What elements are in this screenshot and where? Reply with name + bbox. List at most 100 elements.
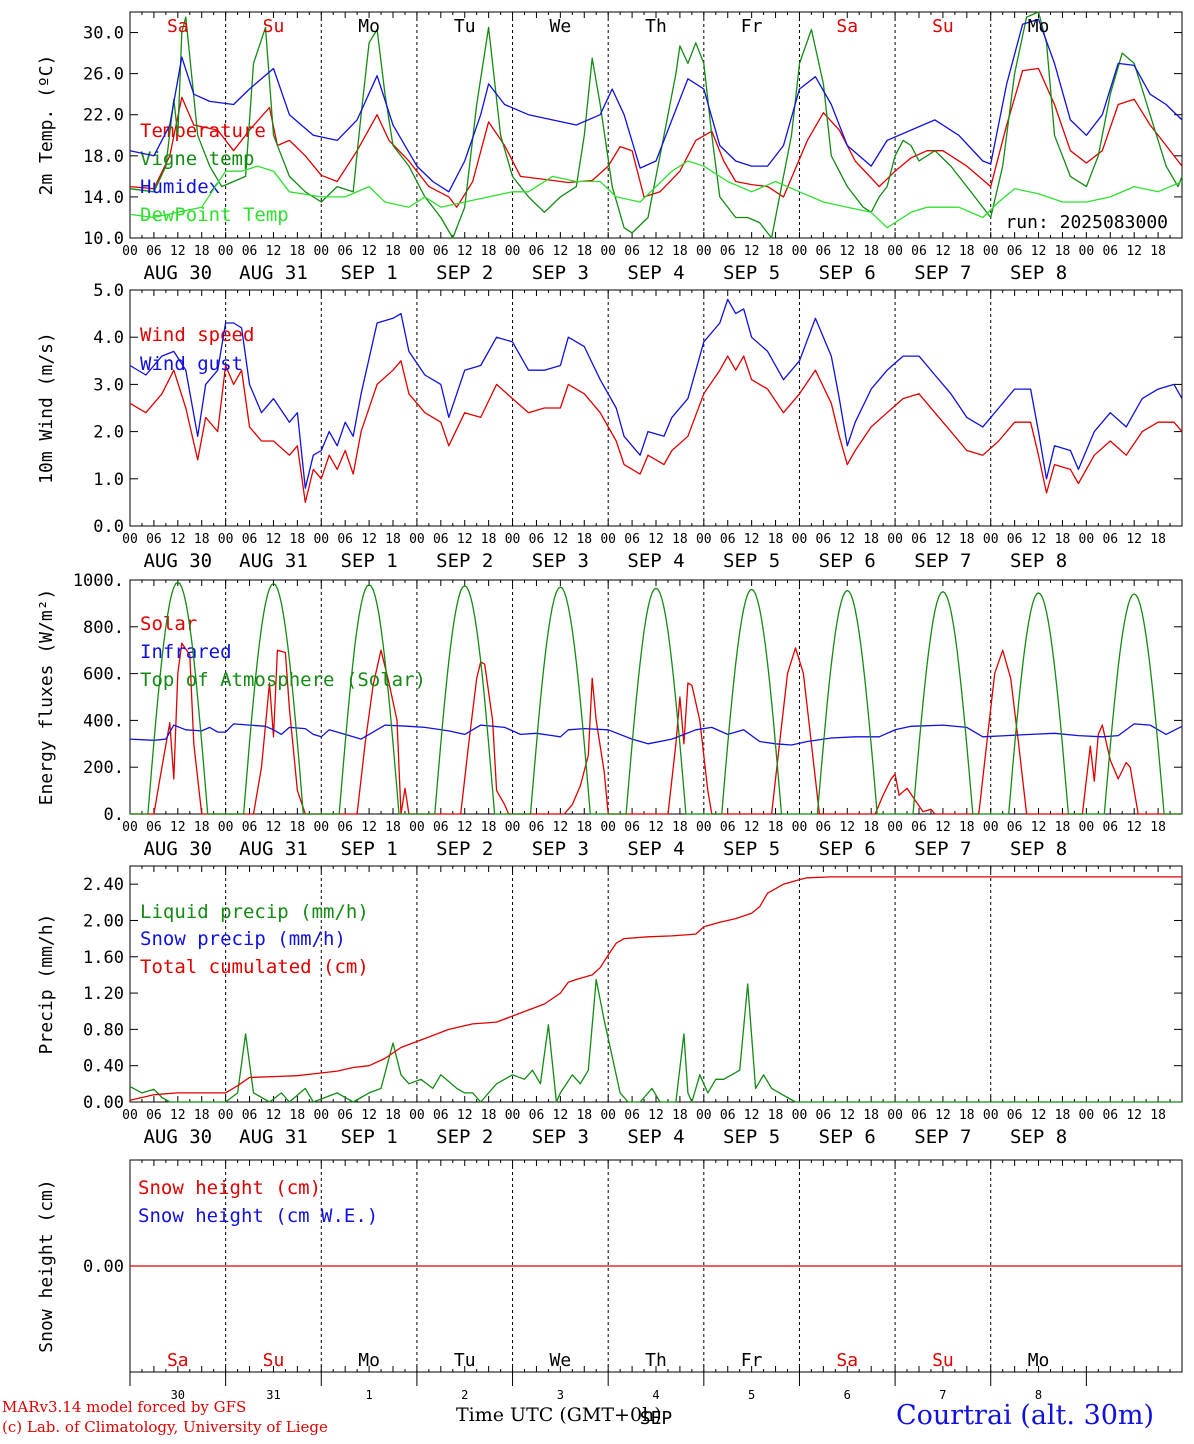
x-hour-tick-label: 12 [361, 244, 377, 259]
weekday-label-top: Su [932, 16, 954, 37]
x-date-label: SEP 5 [723, 262, 780, 284]
y-tick-label: 1.20 [83, 984, 124, 1004]
x-hour-tick-label: 18 [481, 532, 497, 547]
bottom-day-number: 7 [939, 1388, 946, 1402]
x-hour-tick-label: 18 [1055, 820, 1071, 835]
bottom-day-number: 30 [171, 1388, 185, 1402]
x-hour-tick-label: 06 [911, 244, 927, 259]
bottom-day-number: 6 [844, 1388, 851, 1402]
x-hour-tick-label: 06 [624, 1108, 640, 1123]
x-hour-tick-label: 00 [1079, 244, 1095, 259]
wind-gust-legend: Wind gust [140, 353, 243, 375]
precip-panel: 0.00 0.40 0.80 1.20 1.60 2.00 2.40 Precip (mm/h… [36, 865, 1183, 1148]
x-hour-tick-label: 00 [313, 1108, 329, 1123]
weekday-label-top: Su [263, 16, 285, 37]
x-hour-tick-label: 06 [529, 244, 545, 259]
x-date-label: AUG 31 [239, 550, 308, 572]
x-date-label: SEP 4 [627, 1126, 684, 1148]
bottom-day-number: 3 [557, 1388, 564, 1402]
x-hour-tick-label: 18 [959, 244, 975, 259]
x-date-label: AUG 30 [143, 838, 212, 860]
x-date-label: SEP 7 [914, 550, 971, 572]
wind-speed-legend: Wind speed [140, 324, 254, 346]
x-hour-tick-label: 12 [553, 820, 569, 835]
x-hour-tick-label: 00 [696, 1108, 712, 1123]
x-hour-tick-label: 00 [1079, 1108, 1095, 1123]
weekday-label-top: Sa [167, 16, 189, 37]
temperature-legend: Temperature [140, 120, 266, 142]
vigne-temp-legend: Vigne temp [140, 148, 254, 170]
x-hour-tick-label: 00 [792, 244, 808, 259]
x-date-label: SEP 5 [723, 1126, 780, 1148]
x-date-label: AUG 31 [239, 1126, 308, 1148]
x-hour-tick-label: 12 [648, 820, 664, 835]
x-date-label: SEP 6 [819, 838, 876, 860]
weekday-label-bottom: Tu [454, 1350, 476, 1371]
x-hour-tick-label: 12 [361, 532, 377, 547]
x-hour-tick-label: 06 [242, 1108, 258, 1123]
x-date-label: SEP 1 [340, 550, 397, 572]
weekday-label-top: Th [645, 16, 667, 37]
x-hour-tick-label: 06 [816, 532, 832, 547]
bottom-day-number: 4 [652, 1388, 659, 1402]
x-hour-tick-label: 06 [433, 532, 449, 547]
x-hour-tick-label: 12 [553, 244, 569, 259]
x-hour-tick-label: 00 [313, 532, 329, 547]
bottom-day-number: 5 [748, 1388, 755, 1402]
x-hour-tick-label: 00 [218, 532, 234, 547]
x-date-label: SEP 6 [819, 262, 876, 284]
x-date-label: SEP 3 [532, 838, 589, 860]
temp-y-axis-label: 2m Temp. (ºC) [36, 55, 57, 196]
x-hour-tick-label: 06 [1102, 820, 1118, 835]
x-hour-tick-label: 00 [696, 820, 712, 835]
x-hour-tick-label: 00 [887, 532, 903, 547]
x-hour-tick-label: 18 [863, 532, 879, 547]
x-date-label: SEP 3 [532, 262, 589, 284]
x-hour-tick-label: 18 [768, 1108, 784, 1123]
x-hour-tick-label: 18 [1150, 1108, 1166, 1123]
x-hour-tick-label: 18 [576, 820, 592, 835]
x-hour-tick-label: 12 [839, 1108, 855, 1123]
x-hour-tick-label: 18 [1055, 244, 1071, 259]
x-hour-tick-label: 00 [1079, 532, 1095, 547]
x-date-label: AUG 30 [143, 550, 212, 572]
x-hour-tick-label: 00 [696, 244, 712, 259]
y-tick-label: 1.60 [83, 948, 124, 968]
weekday-label-top: Fr [741, 16, 763, 37]
x-hour-tick-label: 18 [385, 532, 401, 547]
x-hour-tick-label: 12 [839, 244, 855, 259]
energy-y-axis-label: Energy fluxes (W/m²) [36, 589, 57, 806]
x-hour-tick-label: 18 [290, 244, 306, 259]
x-hour-tick-label: 18 [194, 532, 210, 547]
x-hour-tick-label: 18 [1150, 820, 1166, 835]
x-hour-tick-label: 00 [887, 244, 903, 259]
x-date-label: SEP 7 [914, 838, 971, 860]
x-hour-tick-label: 18 [672, 532, 688, 547]
x-hour-tick-label: 00 [505, 820, 521, 835]
y-tick-label: 1.0 [93, 470, 124, 490]
x-hour-tick-label: 12 [935, 244, 951, 259]
liquid-precip-mm-h-line [129, 978, 1182, 1103]
y-tick-label: 26.0 [83, 65, 124, 85]
x-hour-tick-label: 06 [911, 532, 927, 547]
x-hour-tick-label: 12 [935, 1108, 951, 1123]
x-hour-tick-label: 06 [1102, 1108, 1118, 1123]
x-hour-tick-label: 06 [146, 532, 162, 547]
weekday-label-bottom: Su [932, 1350, 954, 1371]
x-hour-tick-label: 06 [337, 244, 353, 259]
y-tick-label: 4.0 [93, 328, 124, 348]
model-credit: MARv3.14 model forced by GFS [2, 1398, 247, 1416]
run-label: run: 2025083000 [1005, 212, 1168, 233]
x-hour-tick-label: 12 [170, 1108, 186, 1123]
snow-height-cm-w-e-legend: Snow height (cm W.E.) [138, 1205, 378, 1227]
wind-y-axis-label: 10m Wind (m/s) [36, 332, 57, 484]
x-hour-tick-label: 06 [624, 532, 640, 547]
dewpoint-temp-line [129, 160, 1183, 229]
y-tick-label: 600. [83, 665, 124, 685]
weekday-label-bottom: Fr [741, 1350, 763, 1371]
x-hour-tick-label: 18 [863, 820, 879, 835]
x-hour-tick-label: 12 [1031, 1108, 1047, 1123]
x-hour-tick-label: 00 [409, 1108, 425, 1123]
